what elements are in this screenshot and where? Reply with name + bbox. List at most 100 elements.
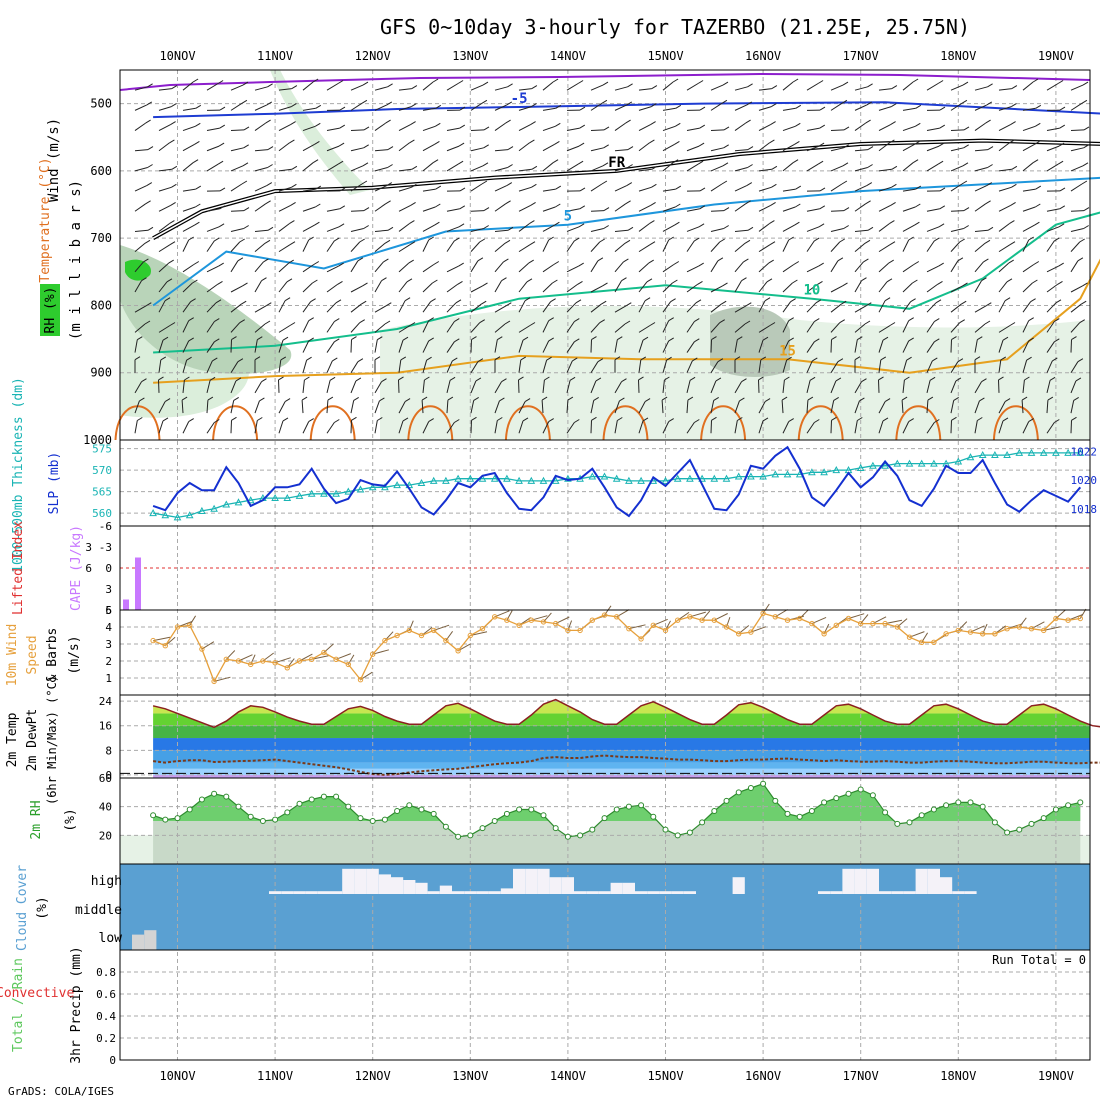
wind-barb-flag <box>1057 280 1063 285</box>
wind-barb-flag <box>762 336 769 341</box>
cloud-high-bar <box>635 891 648 894</box>
wind-barb-flag <box>286 278 293 283</box>
wind-barb-flag <box>986 302 992 307</box>
wind-barb-flag <box>428 337 434 342</box>
wind-barb <box>878 420 884 434</box>
wind-barb <box>998 244 1011 253</box>
wind-barb <box>902 81 914 91</box>
isotherm-line <box>152 139 1100 239</box>
wind-barb <box>758 204 771 212</box>
wind-barb <box>950 285 963 293</box>
wind-barb-flag <box>572 357 578 362</box>
wind-barb <box>470 183 483 192</box>
wind-barb <box>758 379 760 393</box>
wind-barb-flag <box>878 376 884 381</box>
wind-barb-flag <box>529 139 535 144</box>
wind-barb <box>758 262 770 273</box>
wind-barb <box>638 401 646 414</box>
wind-barb-flag <box>843 207 850 212</box>
thickness-marker <box>551 476 560 484</box>
wind-barb-flag <box>315 203 321 208</box>
wind-barb <box>302 264 315 273</box>
wind-barb <box>638 168 652 172</box>
wind-barb-flag <box>459 205 466 210</box>
wind-barb-flag <box>409 241 416 246</box>
wind-barb <box>470 361 479 373</box>
wind-barb-flag <box>483 225 489 229</box>
wind-barb <box>518 244 531 253</box>
wind-barb <box>374 280 382 293</box>
wind10-barb <box>274 657 291 664</box>
wind-barb <box>806 145 820 152</box>
wind-barb-flag <box>169 139 175 144</box>
wind-barb-flag <box>241 180 248 185</box>
thickness-marker <box>978 451 987 459</box>
wind-barb-flag <box>284 297 291 302</box>
wind10-speed-marker <box>394 632 400 639</box>
wind-barb <box>422 360 428 373</box>
wind-barb <box>182 421 190 434</box>
wind-barb-flag <box>668 337 674 342</box>
wind-barb <box>1070 183 1083 192</box>
wind-barb <box>902 143 915 152</box>
wind-barb <box>542 264 555 273</box>
wind-barb-flag <box>457 160 464 165</box>
isotherm-loop <box>895 405 942 441</box>
wind-barb <box>326 422 335 434</box>
wind-barb <box>806 360 813 373</box>
wind-barb-flag <box>411 103 417 108</box>
rh-marker <box>625 803 632 810</box>
wind-barb <box>974 242 986 253</box>
wind-barb <box>950 228 964 232</box>
wind-barb <box>1070 285 1083 293</box>
wind-barb-flag <box>577 160 584 165</box>
wind-barb-flag <box>301 396 308 401</box>
wind-barb-flag <box>310 298 316 303</box>
wind-barb-flag <box>410 121 416 126</box>
isotherm-loop <box>309 405 356 441</box>
wind-barb <box>422 224 435 232</box>
cloud-high-bar <box>903 891 916 894</box>
wind-barb <box>230 84 244 91</box>
wind-barb <box>182 143 195 152</box>
wind-barb <box>830 380 837 394</box>
wind-barb <box>278 124 291 131</box>
wind-barb-flag <box>837 358 844 363</box>
wind-barb-flag <box>771 85 778 90</box>
wind-barb <box>758 106 772 111</box>
wind-barb-flag <box>548 337 554 342</box>
isotherm-label: 10 <box>803 283 820 299</box>
lifted-index-tick-label: 6 <box>105 604 112 617</box>
wind-barb-flag <box>906 356 912 361</box>
bottom-date-label: 19NOV <box>1038 1069 1074 1083</box>
wind-barb-flag <box>409 139 415 144</box>
wind-barb <box>1046 163 1059 172</box>
wind-barb-flag <box>938 142 945 147</box>
wind-barb-flag <box>817 280 823 285</box>
wind-barb-flag <box>937 280 943 285</box>
wind-barb <box>950 420 952 434</box>
rh-marker <box>686 829 693 836</box>
wind10-speed-marker <box>492 614 498 620</box>
wind-barb <box>1046 341 1055 353</box>
wind-barb-flag <box>184 376 190 381</box>
wind10-speed-marker <box>260 658 266 664</box>
wind-barb-flag <box>713 396 719 401</box>
wind10-speed-marker <box>540 619 547 625</box>
rh-marker <box>674 832 681 839</box>
wind-barb <box>278 204 291 212</box>
wind-barb-flag <box>762 417 769 422</box>
wind-barb <box>662 379 665 393</box>
wind-barb-flag <box>747 146 754 151</box>
wind-barb-flag <box>698 223 705 228</box>
thickness-marker <box>637 476 645 484</box>
wind-barb-flag <box>339 124 346 129</box>
wind-barb <box>734 339 738 353</box>
wind-barb <box>230 147 244 152</box>
wind-barb <box>1070 260 1079 273</box>
wind10-speed-marker <box>187 622 193 628</box>
wind-barb-flag <box>717 257 724 262</box>
wind-barb-flag <box>212 357 218 362</box>
thickness-marker <box>734 472 743 480</box>
wind-barb-flag <box>951 336 957 341</box>
